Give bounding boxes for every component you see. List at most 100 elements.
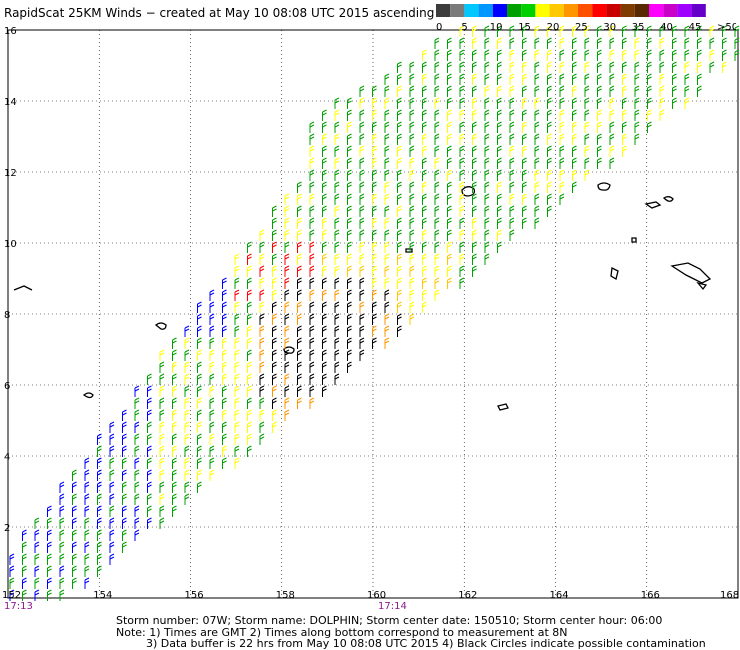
wind-barb <box>247 349 252 361</box>
wind-barb <box>447 193 452 205</box>
wind-barb <box>347 121 352 133</box>
wind-barb <box>84 481 90 493</box>
wind-barb <box>359 121 365 133</box>
wind-barb <box>559 193 565 205</box>
wind-barb <box>634 85 640 97</box>
wind-barb <box>347 337 352 349</box>
wind-barb <box>84 493 90 505</box>
wind-barb <box>59 529 65 541</box>
legend-swatch <box>492 4 507 17</box>
wind-barb <box>147 457 152 469</box>
legend-swatch <box>436 4 451 17</box>
legend-label: >50 knots <box>717 22 736 33</box>
wind-barb <box>247 397 252 409</box>
wind-barb <box>9 577 15 589</box>
wind-barb <box>559 73 565 85</box>
wind-barb <box>522 157 527 169</box>
wind-barb <box>197 409 202 421</box>
wind-barb <box>159 469 165 481</box>
lon-labels: 152 154 156 158 160 162 164 166 168 <box>2 590 739 601</box>
wind-barb <box>122 409 127 421</box>
wind-barb <box>372 229 377 241</box>
wind-barb <box>559 169 565 181</box>
wind-barb <box>334 121 340 133</box>
wind-barb <box>109 445 115 457</box>
wind-barb <box>297 397 302 409</box>
wind-barb <box>534 97 540 109</box>
wind-barb <box>109 469 115 481</box>
wind-barb <box>22 529 27 541</box>
wind-barb <box>522 97 527 109</box>
wind-barb <box>422 49 427 61</box>
wind-barb <box>672 73 677 85</box>
wind-barb <box>272 205 277 217</box>
wind-barb <box>34 565 40 577</box>
wind-barb <box>297 337 302 349</box>
wind-barb <box>322 373 327 385</box>
wind-barb <box>397 61 402 73</box>
wind-barb <box>334 277 340 289</box>
wind-barb <box>547 157 552 169</box>
wind-barb <box>447 229 452 241</box>
wind-barb <box>522 121 527 133</box>
wind-barb <box>559 109 565 121</box>
wind-barb <box>297 313 302 325</box>
wind-barb <box>497 133 502 145</box>
footer-buffer-note: 3) Data buffer is 22 hrs from May 10 08:… <box>146 637 706 650</box>
wind-barb <box>309 373 315 385</box>
wind-barb <box>284 277 290 289</box>
wind-barb <box>22 565 27 577</box>
wind-barb <box>422 181 427 193</box>
wind-barb <box>209 325 215 337</box>
wind-barb <box>209 409 215 421</box>
legend-swatch <box>464 4 479 17</box>
wind-barb <box>309 385 315 397</box>
wind-barb <box>272 277 277 289</box>
wind-barb <box>409 133 415 145</box>
wind-barb <box>347 193 352 205</box>
wind-barb <box>172 397 177 409</box>
wind-barb <box>522 37 527 49</box>
wind-barb <box>322 289 327 301</box>
wind-barb <box>197 349 202 361</box>
wind-barb <box>284 385 290 397</box>
wind-barb <box>509 229 515 241</box>
wind-barb <box>634 61 640 73</box>
wind-barb <box>384 217 390 229</box>
wind-barb <box>497 25 502 37</box>
wind-barb <box>434 205 440 217</box>
wind-barb <box>272 301 277 313</box>
wind-barb <box>409 97 415 109</box>
wind-barb <box>384 85 390 97</box>
wind-barb <box>597 25 602 37</box>
wind-barb <box>609 61 615 73</box>
wind-barb <box>597 97 602 109</box>
wind-barb <box>47 589 52 601</box>
wind-barb <box>384 145 390 157</box>
wind-barb <box>372 289 377 301</box>
wind-barb <box>272 349 277 361</box>
wind-barb <box>97 433 102 445</box>
wind-barb <box>309 253 315 265</box>
wind-barb <box>334 253 340 265</box>
wind-barb <box>547 121 552 133</box>
wind-barb <box>672 25 677 37</box>
wind-barb <box>84 529 90 541</box>
wind-barb <box>259 265 265 277</box>
wind-barb <box>234 385 240 397</box>
wind-barb <box>284 325 290 337</box>
wind-barb <box>109 457 115 469</box>
map-title: RapidScat 25KM Winds − created at May 10… <box>4 6 435 20</box>
wind-barb <box>397 121 402 133</box>
wind-barb <box>184 337 190 349</box>
wind-barb <box>397 217 402 229</box>
wind-barb <box>397 73 402 85</box>
wind-barb <box>347 301 352 313</box>
wind-barb <box>147 421 152 433</box>
wind-barb <box>497 73 502 85</box>
wind-barb <box>409 229 415 241</box>
wind-barb <box>247 373 252 385</box>
wind-barb <box>647 49 652 61</box>
wind-barb <box>197 313 202 325</box>
wind-barb <box>72 493 77 505</box>
